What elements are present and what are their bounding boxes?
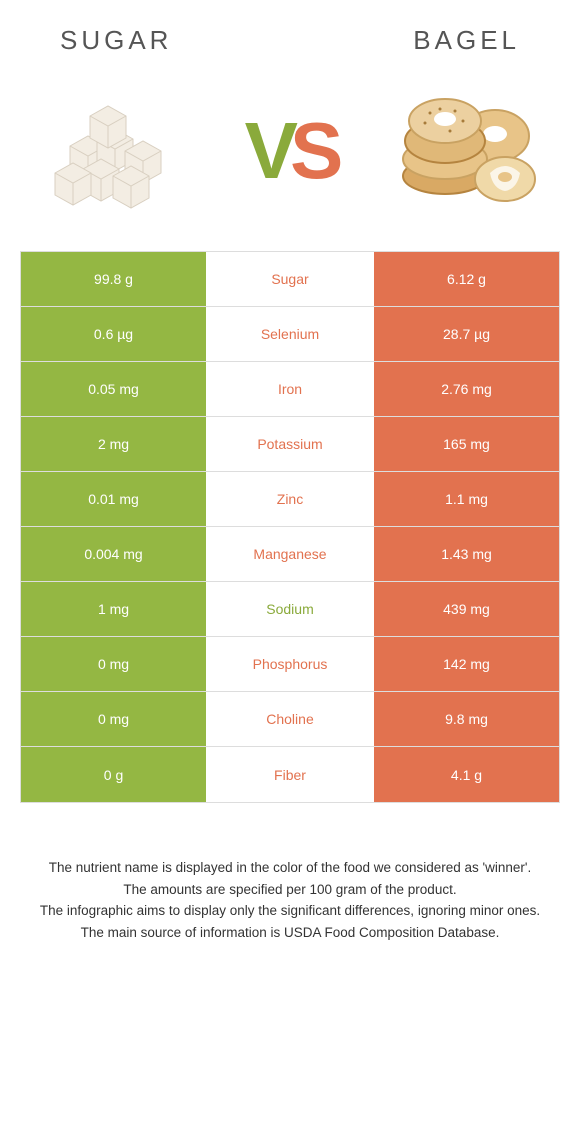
bagel-icon	[385, 81, 545, 221]
cell-left-value: 0.004 mg	[21, 527, 206, 581]
title-left: SUGAR	[60, 25, 172, 56]
table-row: 0 gFiber4.1 g	[21, 747, 559, 802]
cell-left-value: 0.6 µg	[21, 307, 206, 361]
cell-right-value: 9.8 mg	[374, 692, 559, 746]
cell-nutrient-name: Iron	[206, 362, 374, 416]
cell-right-value: 1.43 mg	[374, 527, 559, 581]
cell-right-value: 142 mg	[374, 637, 559, 691]
table-row: 0.05 mgIron2.76 mg	[21, 362, 559, 417]
vs-s: S	[290, 105, 335, 197]
cell-right-value: 4.1 g	[374, 747, 559, 802]
table-row: 0.6 µgSelenium28.7 µg	[21, 307, 559, 362]
cell-right-value: 165 mg	[374, 417, 559, 471]
header-row: SUGAR BAGEL	[0, 0, 580, 71]
footnotes: The nutrient name is displayed in the co…	[0, 803, 580, 964]
cell-nutrient-name: Potassium	[206, 417, 374, 471]
cell-left-value: 0 g	[21, 747, 206, 802]
table-row: 0.004 mgManganese1.43 mg	[21, 527, 559, 582]
cell-right-value: 1.1 mg	[374, 472, 559, 526]
cell-left-value: 0 mg	[21, 692, 206, 746]
cell-left-value: 0.01 mg	[21, 472, 206, 526]
cell-nutrient-name: Selenium	[206, 307, 374, 361]
sugar-cubes-icon	[35, 81, 195, 221]
footnote-2: The amounts are specified per 100 gram o…	[30, 880, 550, 900]
cell-left-value: 0 mg	[21, 637, 206, 691]
cell-nutrient-name: Sodium	[206, 582, 374, 636]
cell-nutrient-name: Manganese	[206, 527, 374, 581]
vs-label: VS	[245, 105, 336, 197]
cell-right-value: 6.12 g	[374, 252, 559, 306]
cell-nutrient-name: Fiber	[206, 747, 374, 802]
cell-nutrient-name: Sugar	[206, 252, 374, 306]
cell-left-value: 99.8 g	[21, 252, 206, 306]
cell-left-value: 2 mg	[21, 417, 206, 471]
images-row: VS	[0, 71, 580, 251]
cell-nutrient-name: Choline	[206, 692, 374, 746]
cell-right-value: 2.76 mg	[374, 362, 559, 416]
cell-nutrient-name: Phosphorus	[206, 637, 374, 691]
cell-left-value: 1 mg	[21, 582, 206, 636]
comparison-table: 99.8 gSugar6.12 g0.6 µgSelenium28.7 µg0.…	[20, 251, 560, 803]
table-row: 1 mgSodium439 mg	[21, 582, 559, 637]
cell-right-value: 28.7 µg	[374, 307, 559, 361]
table-row: 99.8 gSugar6.12 g	[21, 252, 559, 307]
table-row: 0 mgCholine9.8 mg	[21, 692, 559, 747]
bagel-image	[385, 81, 545, 221]
cell-right-value: 439 mg	[374, 582, 559, 636]
footnote-4: The main source of information is USDA F…	[30, 923, 550, 943]
table-row: 0 mgPhosphorus142 mg	[21, 637, 559, 692]
sugar-image	[35, 81, 195, 221]
footnote-3: The infographic aims to display only the…	[30, 901, 550, 921]
vs-v: V	[245, 105, 290, 197]
title-right: BAGEL	[413, 25, 520, 56]
table-row: 0.01 mgZinc1.1 mg	[21, 472, 559, 527]
footnote-1: The nutrient name is displayed in the co…	[30, 858, 550, 878]
cell-left-value: 0.05 mg	[21, 362, 206, 416]
cell-nutrient-name: Zinc	[206, 472, 374, 526]
table-row: 2 mgPotassium165 mg	[21, 417, 559, 472]
